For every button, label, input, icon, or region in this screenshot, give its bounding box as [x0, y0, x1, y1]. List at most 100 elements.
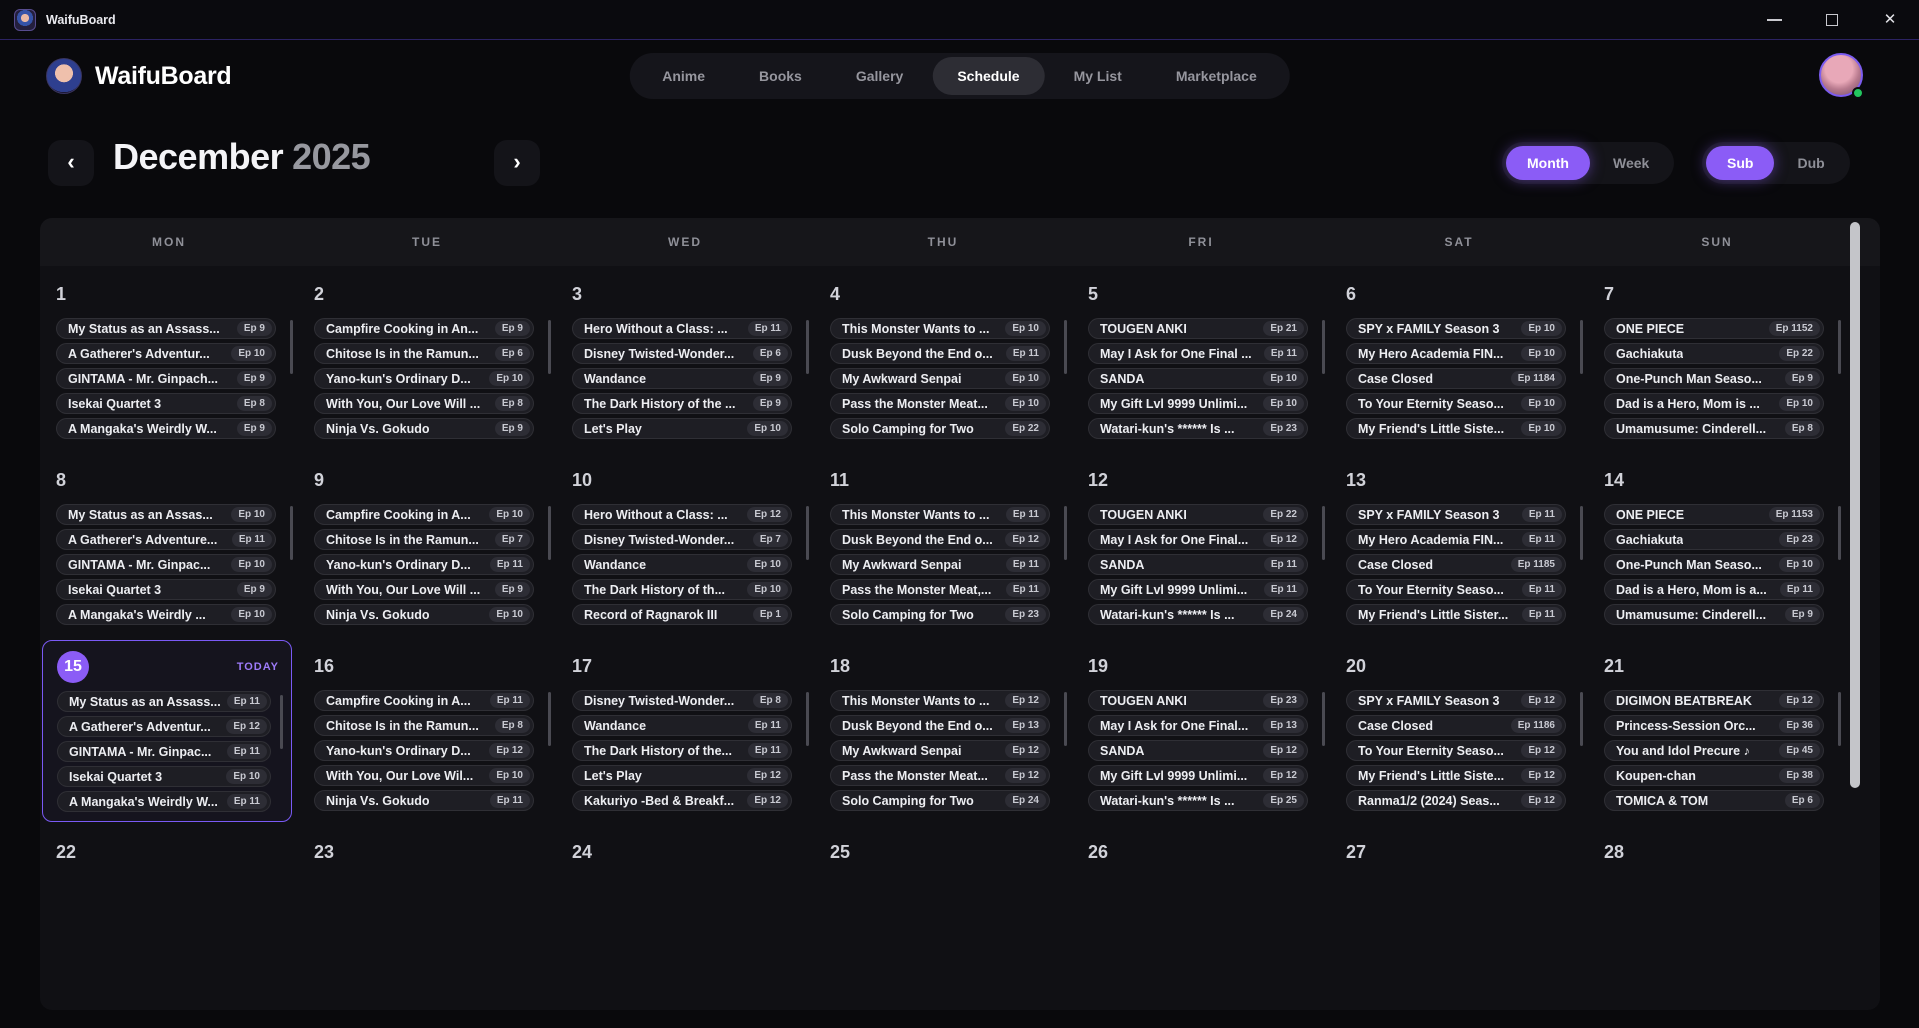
- episode-entry[interactable]: My Status as an Assass... Ep 11: [57, 691, 271, 712]
- episode-entry[interactable]: GINTAMA - Mr. Ginpach... Ep 9: [56, 368, 276, 389]
- episode-entry[interactable]: My Friend's Little Sister... Ep 11: [1346, 604, 1566, 625]
- episode-entry[interactable]: My Gift Lvl 9999 Unlimi... Ep 12: [1088, 765, 1308, 786]
- episode-entry[interactable]: A Mangaka's Weirdly W... Ep 9: [56, 418, 276, 439]
- cell-scrollbar-thumb[interactable]: [806, 506, 809, 560]
- cell-scrollbar-thumb[interactable]: [1838, 692, 1841, 746]
- cell-scrollbar-thumb[interactable]: [1322, 320, 1325, 374]
- episode-entry[interactable]: My Friend's Little Siste... Ep 10: [1346, 418, 1566, 439]
- episode-entry[interactable]: To Your Eternity Seaso... Ep 11: [1346, 579, 1566, 600]
- episode-entry[interactable]: Pass the Monster Meat,... Ep 11: [830, 579, 1050, 600]
- episode-entry[interactable]: My Gift Lvl 9999 Unlimi... Ep 11: [1088, 579, 1308, 600]
- cell-scrollbar-thumb[interactable]: [1580, 692, 1583, 746]
- episode-entry[interactable]: May I Ask for One Final... Ep 13: [1088, 715, 1308, 736]
- cell-scrollbar-thumb[interactable]: [290, 320, 293, 374]
- episode-entry[interactable]: SANDA Ep 10: [1088, 368, 1308, 389]
- day-cell-19[interactable]: 19 TOUGEN ANKI Ep 23 May I Ask for One Fina…: [1072, 638, 1330, 824]
- cell-scrollbar-thumb[interactable]: [1064, 692, 1067, 746]
- episode-entry[interactable]: Dusk Beyond the End o... Ep 11: [830, 343, 1050, 364]
- episode-entry[interactable]: Wandance Ep 10: [572, 554, 792, 575]
- episode-entry[interactable]: Dusk Beyond the End o... Ep 13: [830, 715, 1050, 736]
- episode-entry[interactable]: TOMICA & TOM Ep 6: [1604, 790, 1824, 811]
- episode-entry[interactable]: This Monster Wants to ... Ep 11: [830, 504, 1050, 525]
- episode-entry[interactable]: Isekai Quartet 3 Ep 8: [56, 393, 276, 414]
- episode-entry[interactable]: Campfire Cooking in A... Ep 10: [314, 504, 534, 525]
- day-cell-23[interactable]: 23: [298, 824, 556, 1010]
- prev-month-button[interactable]: ‹: [48, 140, 94, 186]
- episode-entry[interactable]: A Gatherer's Adventur... Ep 10: [56, 343, 276, 364]
- episode-entry[interactable]: My Awkward Senpai Ep 12: [830, 740, 1050, 761]
- day-cell-3[interactable]: 3 Hero Without a Class: ... Ep 11 Disney Tw…: [556, 266, 814, 452]
- episode-entry[interactable]: My Status as an Assas... Ep 10: [56, 504, 276, 525]
- day-cell-2[interactable]: 2 Campfire Cooking in An... Ep 9 Chitose Is…: [298, 266, 556, 452]
- episode-entry[interactable]: Let's Play Ep 12: [572, 765, 792, 786]
- day-cell-7[interactable]: 7 ONE PIECE Ep 1152 Gachiakuta Ep 22 One-Punc…: [1588, 266, 1846, 452]
- day-cell-25[interactable]: 25: [814, 824, 1072, 1010]
- maximize-button[interactable]: [1823, 11, 1841, 29]
- episode-entry[interactable]: ONE PIECE Ep 1153: [1604, 504, 1824, 525]
- nav-tab-anime[interactable]: Anime: [662, 68, 706, 84]
- episode-entry[interactable]: Princess-Session Orc... Ep 36: [1604, 715, 1824, 736]
- episode-entry[interactable]: Watari-kun's ****** Is ... Ep 24: [1088, 604, 1308, 625]
- episode-entry[interactable]: Koupen-chan Ep 38: [1604, 765, 1824, 786]
- episode-entry[interactable]: TOUGEN ANKI Ep 23: [1088, 690, 1308, 711]
- nav-tab-marketplace[interactable]: Marketplace: [1175, 68, 1257, 84]
- episode-entry[interactable]: SPY x FAMILY Season 3 Ep 12: [1346, 690, 1566, 711]
- audio-option-dub[interactable]: Dub: [1797, 155, 1825, 171]
- cell-scrollbar-thumb[interactable]: [1580, 320, 1583, 374]
- episode-entry[interactable]: Ninja Vs. Gokudo Ep 9: [314, 418, 534, 439]
- episode-entry[interactable]: Campfire Cooking in A... Ep 11: [314, 690, 534, 711]
- cell-scrollbar-thumb[interactable]: [1064, 506, 1067, 560]
- day-cell-15[interactable]: 15 TODAY My Status as an Assass... Ep 11 A G…: [42, 640, 292, 822]
- episode-entry[interactable]: Dusk Beyond the End o... Ep 12: [830, 529, 1050, 550]
- nav-tab-books[interactable]: Books: [759, 68, 802, 84]
- episode-entry[interactable]: Case Closed Ep 1184: [1346, 368, 1566, 389]
- cell-scrollbar-thumb[interactable]: [548, 692, 551, 746]
- cell-scrollbar-thumb[interactable]: [548, 320, 551, 374]
- episode-entry[interactable]: Solo Camping for Two Ep 23: [830, 604, 1050, 625]
- close-button[interactable]: ✕: [1881, 11, 1899, 29]
- episode-entry[interactable]: One-Punch Man Seaso... Ep 10: [1604, 554, 1824, 575]
- next-month-button[interactable]: ›: [494, 140, 540, 186]
- day-cell-13[interactable]: 13 SPY x FAMILY Season 3 Ep 11 My Hero Acad…: [1330, 452, 1588, 638]
- episode-entry[interactable]: Campfire Cooking in An... Ep 9: [314, 318, 534, 339]
- episode-entry[interactable]: Ranma1/2 (2024) Seas... Ep 12: [1346, 790, 1566, 811]
- episode-entry[interactable]: Yano-kun's Ordinary D... Ep 11: [314, 554, 534, 575]
- minimize-button[interactable]: [1765, 11, 1783, 29]
- episode-entry[interactable]: SPY x FAMILY Season 3 Ep 11: [1346, 504, 1566, 525]
- episode-entry[interactable]: A Gatherer's Adventure... Ep 11: [56, 529, 276, 550]
- episode-entry[interactable]: A Mangaka's Weirdly W... Ep 11: [57, 791, 271, 812]
- episode-entry[interactable]: GINTAMA - Mr. Ginpac... Ep 11: [57, 741, 271, 762]
- cell-scrollbar-thumb[interactable]: [1064, 320, 1067, 374]
- episode-entry[interactable]: My Hero Academia FIN... Ep 11: [1346, 529, 1566, 550]
- episode-entry[interactable]: TOUGEN ANKI Ep 22: [1088, 504, 1308, 525]
- episode-entry[interactable]: Hero Without a Class: ... Ep 12: [572, 504, 792, 525]
- episode-entry[interactable]: One-Punch Man Seaso... Ep 9: [1604, 368, 1824, 389]
- episode-entry[interactable]: SANDA Ep 11: [1088, 554, 1308, 575]
- episode-entry[interactable]: Disney Twisted-Wonder... Ep 8: [572, 690, 792, 711]
- episode-entry[interactable]: Ninja Vs. Gokudo Ep 10: [314, 604, 534, 625]
- day-cell-17[interactable]: 17 Disney Twisted-Wonder... Ep 8 Wandance Ep…: [556, 638, 814, 824]
- day-cell-20[interactable]: 20 SPY x FAMILY Season 3 Ep 12 Case Closed E…: [1330, 638, 1588, 824]
- cell-scrollbar-thumb[interactable]: [290, 506, 293, 560]
- episode-entry[interactable]: Chitose Is in the Ramun... Ep 7: [314, 529, 534, 550]
- cell-scrollbar-thumb[interactable]: [1322, 692, 1325, 746]
- user-avatar[interactable]: [1819, 53, 1864, 99]
- episode-entry[interactable]: Case Closed Ep 1185: [1346, 554, 1566, 575]
- cell-scrollbar-thumb[interactable]: [1322, 506, 1325, 560]
- episode-entry[interactable]: Pass the Monster Meat... Ep 12: [830, 765, 1050, 786]
- episode-entry[interactable]: With You, Our Love Will ... Ep 8: [314, 393, 534, 414]
- episode-entry[interactable]: You and Idol Precure ♪ Ep 45: [1604, 740, 1824, 761]
- episode-entry[interactable]: Solo Camping for Two Ep 22: [830, 418, 1050, 439]
- episode-entry[interactable]: ONE PIECE Ep 1152: [1604, 318, 1824, 339]
- episode-entry[interactable]: Ninja Vs. Gokudo Ep 11: [314, 790, 534, 811]
- episode-entry[interactable]: My Hero Academia FIN... Ep 10: [1346, 343, 1566, 364]
- calendar-scrollbar-track[interactable]: [1850, 222, 1860, 1006]
- day-cell-24[interactable]: 24: [556, 824, 814, 1010]
- day-cell-5[interactable]: 5 TOUGEN ANKI Ep 21 May I Ask for One Final…: [1072, 266, 1330, 452]
- day-cell-10[interactable]: 10 Hero Without a Class: ... Ep 12 Disney T…: [556, 452, 814, 638]
- episode-entry[interactable]: Wandance Ep 11: [572, 715, 792, 736]
- cell-scrollbar-thumb[interactable]: [1838, 320, 1841, 374]
- episode-entry[interactable]: To Your Eternity Seaso... Ep 10: [1346, 393, 1566, 414]
- episode-entry[interactable]: Dad is a Hero, Mom is ... Ep 10: [1604, 393, 1824, 414]
- day-cell-21[interactable]: 21 DIGIMON BEATBREAK Ep 12 Princess-Session…: [1588, 638, 1846, 824]
